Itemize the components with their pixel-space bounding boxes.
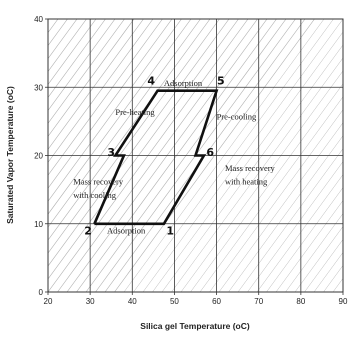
isotherm-line (48, 19, 97, 86)
isotherm-line (48, 19, 87, 73)
y-axis-title: Saturated Vapor Temperature (oC) (5, 86, 15, 224)
x-tick-label: 50 (170, 297, 179, 306)
process-annotation: with heating (225, 176, 268, 186)
isotherm-line (247, 161, 343, 292)
x-tick-label: 30 (86, 297, 95, 306)
x-tick-label: 60 (212, 297, 221, 306)
process-annotation: Mass recovery (225, 163, 276, 173)
point-label: 3 (107, 146, 115, 159)
x-tick-label: 70 (254, 297, 263, 306)
point-label: 1 (166, 225, 174, 238)
point-label: 4 (147, 74, 155, 87)
isotherm-line (48, 19, 106, 98)
y-tick-label: 10 (34, 220, 43, 229)
isotherm-line (48, 19, 135, 137)
y-tick-label: 30 (34, 83, 43, 92)
x-tick-label: 80 (296, 297, 305, 306)
process-annotation: Pre-cooling (217, 112, 257, 122)
labels-layer: 1 2 3 4 5 6 Adsorption Adsorption Pre-heating Pre… (73, 74, 275, 237)
x-axis-ticks: 20 30 40 50 60 70 80 90 (44, 292, 348, 306)
isotherm-line (0, 19, 1, 292)
isotherm-line (304, 239, 343, 292)
x-tick-label: 40 (128, 297, 137, 306)
process-annotation: Adsorption (107, 226, 146, 236)
process-annotation: with cooling (73, 190, 116, 200)
x-tick-label: 20 (44, 297, 53, 306)
process-annotation: Mass recovery (73, 176, 124, 186)
x-tick-label: 90 (339, 297, 348, 306)
y-tick-label: 0 (39, 288, 44, 297)
y-tick-label: 20 (34, 152, 43, 161)
process-annotation: Adsorption (164, 78, 203, 88)
isotherm-line (266, 187, 343, 292)
y-axis-ticks: 0 10 20 30 40 (34, 15, 48, 297)
process-annotation: Pre-heating (115, 107, 155, 117)
cycle-layer (93, 89, 219, 226)
isotherm-line (48, 19, 116, 111)
isotherm-line (275, 200, 343, 292)
cycle-path (93, 89, 219, 226)
y-tick-label: 40 (34, 15, 43, 24)
isotherm-line (285, 213, 343, 292)
point-label: 6 (206, 146, 214, 159)
point-label: 2 (84, 225, 92, 238)
point-label: 5 (217, 74, 225, 87)
isotherm-line (294, 226, 343, 292)
x-axis-title: Silica gel Temperature (oC) (140, 321, 250, 331)
isotherm-line (256, 174, 343, 292)
isotherm-line (48, 19, 144, 150)
isotherm-line (48, 19, 125, 124)
